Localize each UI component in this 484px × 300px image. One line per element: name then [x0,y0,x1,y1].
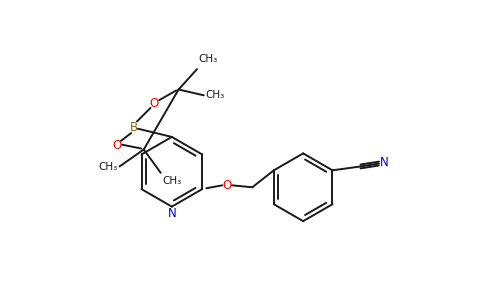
Text: CH₃: CH₃ [206,90,225,100]
Text: B: B [130,121,138,134]
Text: O: O [223,179,232,192]
Text: CH₃: CH₃ [198,54,217,64]
Text: O: O [112,139,122,152]
Text: N: N [379,156,388,169]
Text: N: N [167,207,176,220]
Text: CH₃: CH₃ [98,162,118,172]
Text: O: O [150,97,159,110]
Text: CH₃: CH₃ [162,176,182,186]
